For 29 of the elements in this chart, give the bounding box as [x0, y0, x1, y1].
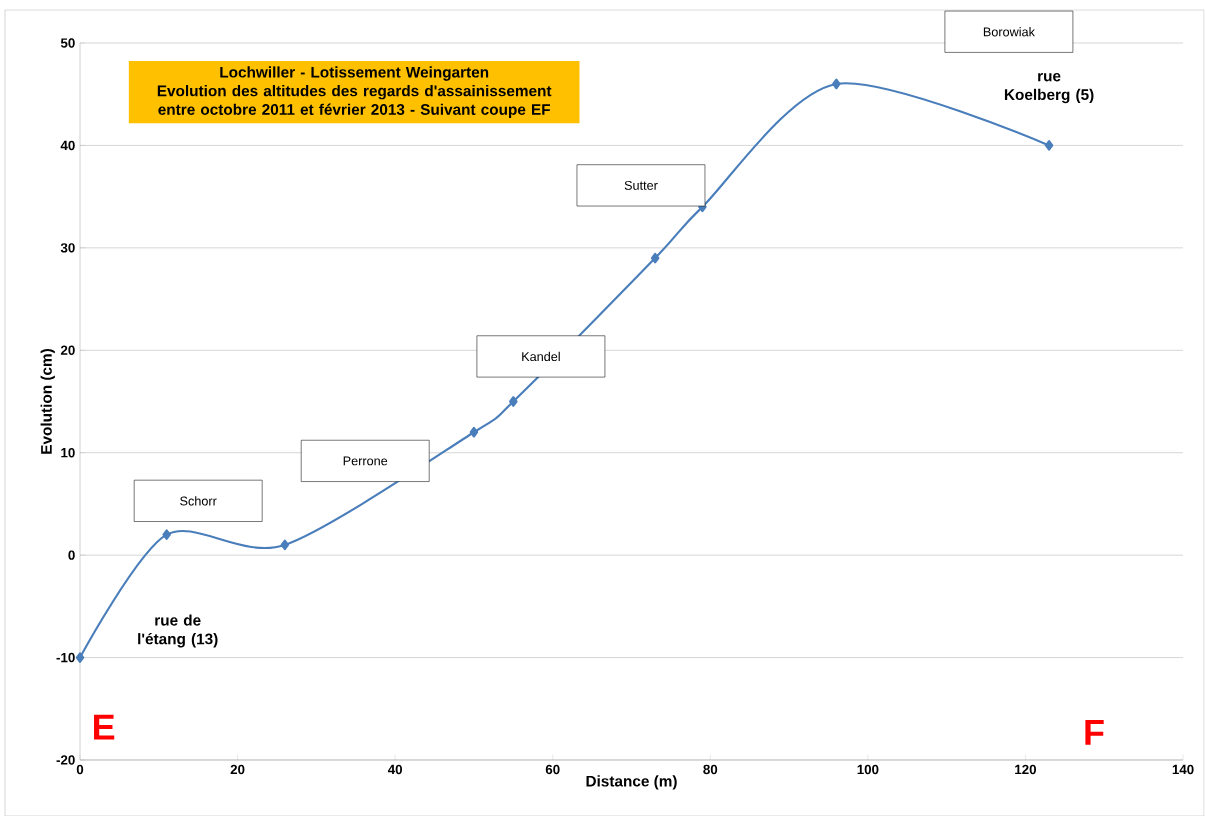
x-tick-label: 0: [76, 764, 84, 775]
chart-title: Lochwiller - Lotissement Weingarten: [220, 66, 489, 81]
x-tick-label: 20: [230, 764, 245, 775]
annotation: rue de l'étang (13): [138, 614, 218, 648]
annotation: rue Koelberg (5): [1004, 72, 1094, 104]
x-tick-label: 80: [703, 764, 718, 775]
y-tick-label: 20: [60, 345, 75, 355]
y-tick-label: 40: [60, 140, 75, 151]
text: Evolution des altitudes des regards d'assainissement entre octobre 2011 et février 2013 - Suivant coupe EF: [157, 84, 552, 118]
annotation: Perrone: [343, 456, 388, 466]
annotation: Kandel: [522, 351, 560, 361]
y-axis-title: Evolution (cm): [40, 348, 55, 454]
y-tick-label: -20: [56, 755, 75, 765]
x-tick-label: 100: [857, 764, 879, 775]
x-tick-label: 60: [545, 764, 560, 775]
y-tick-label: 10: [61, 447, 75, 458]
annotation: Schorr: [180, 496, 217, 506]
annotation: E: [94, 714, 115, 740]
annotation: Sutter: [624, 180, 658, 190]
x-axis-title: Distance (m): [586, 775, 677, 790]
x-tick-label: 120: [1015, 764, 1037, 775]
text: Borowiak: [983, 26, 1035, 37]
y-tick-label: 0: [68, 550, 75, 560]
x-tick-label: 40: [387, 764, 403, 775]
annotation: F: [1085, 719, 1104, 745]
x-tick-label: 140: [1172, 764, 1194, 775]
y-tick-label: 50: [60, 38, 75, 48]
y-tick-label: 30: [60, 243, 75, 253]
y-tick-label: -10: [56, 652, 75, 663]
